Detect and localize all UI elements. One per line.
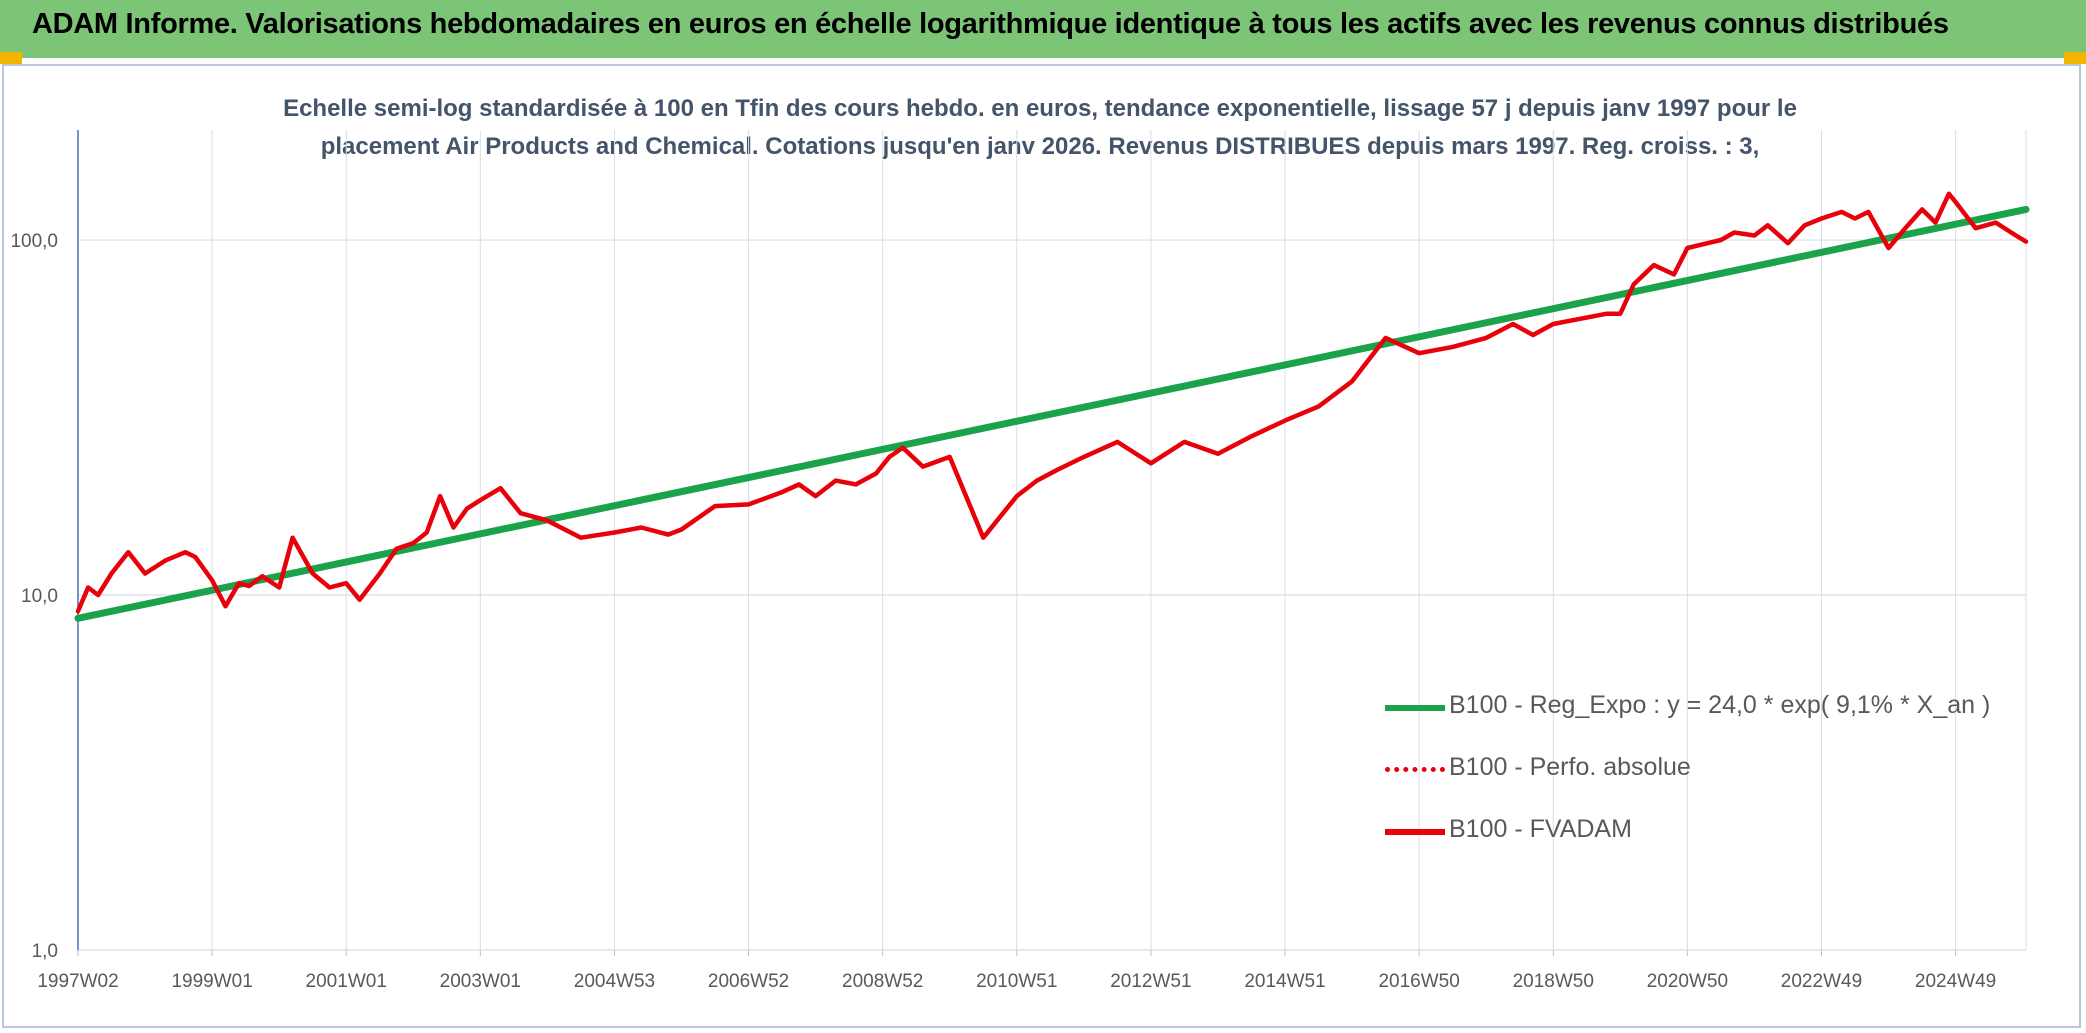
x-tick-label: 1997W02	[37, 971, 118, 992]
x-tick-label: 2010W51	[976, 971, 1057, 992]
legend-swatch-fvadam	[1385, 829, 1445, 835]
chart-title: Echelle semi-log standardisée à 100 en T…	[270, 90, 1810, 166]
chart-frame	[2, 64, 2081, 1028]
legend-item-fvadam: B100 - FVADAM	[1385, 811, 2025, 851]
legend-swatch-reg-expo	[1385, 705, 1445, 711]
x-tick-label: 2004W53	[574, 971, 655, 992]
y-tick-label: 100,0	[10, 231, 58, 252]
x-tick-label: 2022W49	[1781, 971, 1862, 992]
corner-marker-right	[2064, 52, 2086, 64]
x-tick-label: 2008W52	[842, 971, 923, 992]
legend-label-reg-expo: B100 - Reg_Expo : y = 24,0 * exp( 9,1% *…	[1449, 691, 1991, 719]
series-line-fvadam	[75, 191, 2029, 614]
x-tick-label: 2012W51	[1110, 971, 1191, 992]
grid	[78, 130, 2027, 951]
x-tick-label: 2001W01	[306, 971, 387, 992]
chart-title-line-1: Echelle semi-log standardisée à 100 en T…	[283, 95, 1797, 122]
legend-item-reg-expo: B100 - Reg_Expo : y = 24,0 * exp( 9,1% *…	[1385, 687, 2025, 727]
legend-item-perfo-absolue: B100 - Perfo. absolue	[1385, 749, 2025, 789]
corner-marker-left	[0, 52, 22, 64]
x-tick-label: 1999W01	[171, 971, 252, 992]
axes	[77, 130, 1957, 956]
legend-label-fvadam: B100 - FVADAM	[1449, 815, 1632, 843]
series-line-reg-expo	[74, 205, 2030, 622]
series-layer	[74, 191, 2030, 622]
tick-labels: 1997W02 1999W01 2001W01 2003W01 2004W53 2006W…	[10, 231, 1996, 992]
y-tick-label: 1,0	[32, 941, 58, 962]
report-header: ADAM Informe. Valorisations hebdomadaire…	[0, 0, 2086, 58]
x-tick-label: 2016W50	[1378, 971, 1459, 992]
x-tick-label: 2003W01	[440, 971, 521, 992]
legend-label-perfo-absolue: B100 - Perfo. absolue	[1449, 753, 1691, 781]
report-title: ADAM Informe. Valorisations hebdomadaire…	[32, 8, 1949, 40]
x-tick-label: 2014W51	[1244, 971, 1325, 992]
legend-swatch-perfo-absolue	[1385, 767, 1445, 772]
y-tick-label: 10,0	[21, 586, 58, 607]
x-tick-label: 2020W50	[1647, 971, 1728, 992]
x-tick-label: 2006W52	[708, 971, 789, 992]
chart-title-line-2: placement Air Products and Chemical. Cot…	[320, 133, 1760, 160]
x-tick-label: 2018W50	[1513, 971, 1594, 992]
x-tick-label: 2024W49	[1915, 971, 1996, 992]
